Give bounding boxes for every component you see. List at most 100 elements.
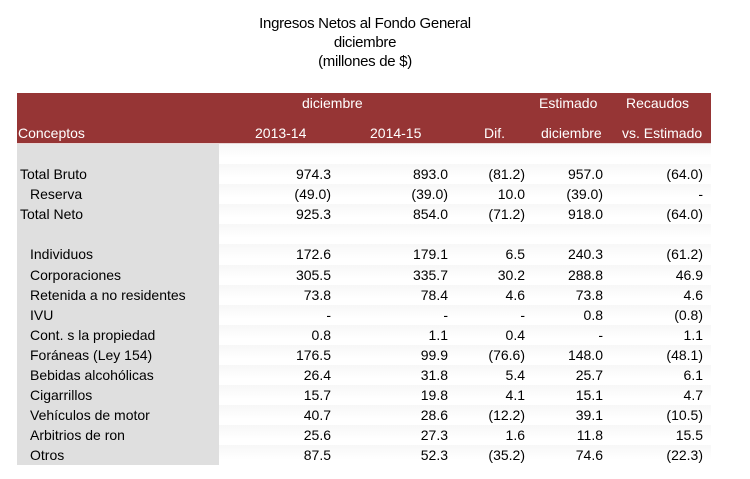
cell-col-4: 957.0 [567,166,603,183]
cell-col-3: 1.6 [505,427,525,444]
label-column-background [17,144,219,465]
cell-col-1: 974.3 [295,166,331,183]
row-label: Bebidas alcohólicas [30,367,154,384]
cell-col-2: 99.9 [420,346,448,363]
cell-col-1: 26.4 [303,367,331,384]
table-row: Vehículos de motor 40.7 28.6 (12.2) 39.1 (10.… [17,405,711,426]
table-row: IVU - - - 0.8 (0.8) [17,304,711,325]
cell-col-5: 46.9 [675,266,703,283]
title-units: (millones de $) [318,53,412,70]
cell-col-1: - [326,306,331,323]
table-row: Total Bruto 974.3 893.0 (81.2) 957.0 (64.0) [17,164,711,185]
cell-col-4: 11.8 [576,427,603,444]
cell-col-2: 28.6 [420,407,448,424]
table-row: Otros 87.5 52.3 (35.2) 74.6 (22.3) [17,445,711,466]
row-stripe [219,304,711,325]
cell-col-3: - [520,306,525,323]
cell-col-3: (76.6) [488,346,525,363]
header-estimado-mes: diciembre [541,125,602,141]
cell-col-3: 6.5 [505,246,525,263]
cell-col-1: 40.7 [303,407,331,424]
cell-col-2: 179.1 [412,246,448,263]
cell-col-4: 0.8 [583,306,603,323]
cell-col-1: 15.7 [303,387,331,404]
cell-col-3: 30.2 [497,266,525,283]
title-period: diciembre [333,34,397,51]
row-stripe [219,405,711,426]
row-label: Cont. s la propiedad [30,326,156,343]
row-stripe [219,224,711,245]
cell-col-4: 288.8 [567,266,603,283]
header-conceptos: Conceptos [18,125,85,141]
table-row: Cont. s la propiedad 0.8 1.1 0.4 - 1.1 [17,324,711,345]
table-row: Bebidas alcohólicas 26.4 31.8 5.4 25.7 6.1 [17,365,711,386]
row-label: Vehículos de motor [30,407,150,424]
cell-col-5: - [698,186,703,203]
cell-col-4: 73.8 [575,286,603,303]
table-row: Cigarrillos 15.7 19.8 4.1 15.1 4.7 [17,385,711,406]
table-row: Individuos 172.6 179.1 6.5 240.3 (61.2) [17,244,711,265]
cell-col-4: 148.0 [567,346,603,363]
cell-col-5: (48.1) [666,346,703,363]
cell-col-2: 854.0 [412,206,448,223]
row-label: Total Neto [20,206,84,223]
row-stripe [219,445,711,466]
cell-col-1: 305.5 [295,266,331,283]
header-band: diciembre Estimado Recaudos Conceptos 20… [17,93,711,143]
cell-col-4: 918.0 [567,206,603,223]
cell-col-3: 10.0 [497,186,525,203]
row-label: IVU [30,306,54,323]
cell-col-1: 25.6 [303,427,331,444]
cell-col-2: 1.1 [428,326,448,343]
row-stripe [219,184,711,205]
cell-col-4: 240.3 [567,246,603,263]
cell-col-3: 4.6 [505,286,525,303]
header-recaudos: Recaudos [626,95,690,111]
report-title: Ingresos Netos al Fondo General diciembr… [0,14,730,71]
cell-col-5: 6.1 [683,367,703,384]
cell-col-4: - [598,326,603,343]
cell-col-5: 4.7 [683,387,703,404]
cell-col-5: (10.5) [666,407,703,424]
cell-col-2: 27.3 [420,427,448,444]
row-stripe [219,144,711,165]
cell-col-5: (61.2) [666,246,703,263]
cell-col-2: (39.0) [411,186,448,203]
header-period: diciembre [302,95,363,111]
cell-col-2: - [443,306,448,323]
table-row-spacer [17,144,711,165]
table-row: Foráneas (Ley 154) 176.5 99.9 (76.6) 148.0 (4… [17,344,711,366]
header-year-2: 2014-15 [370,125,422,141]
header-dif: Dif. [484,125,505,141]
cell-col-2: 335.7 [412,266,448,283]
cell-col-5: 1.1 [683,326,703,343]
header-divider [17,143,711,144]
row-stripe [219,264,711,285]
cell-col-1: 0.8 [311,326,331,343]
table-row: Arbitrios de ron 25.6 27.3 1.6 11.8 15.5 [17,425,711,446]
row-stripe [219,284,711,305]
header-estimado: Estimado [539,95,598,111]
cell-col-4: 74.6 [575,447,603,464]
cell-col-3: 4.1 [505,387,525,404]
cell-col-2: 893.0 [412,166,448,183]
cell-col-4: 15.1 [575,387,603,404]
cell-col-5: (22.3) [666,447,703,464]
row-label: Arbitrios de ron [30,427,125,444]
row-stripe [219,164,711,185]
row-label: Cigarrillos [30,387,93,404]
row-stripe [219,385,711,406]
cell-col-3: (81.2) [488,166,525,183]
row-label: Foráneas (Ley 154) [30,346,153,363]
table-row: Corporaciones 305.5 335.7 30.2 288.8 46.9 [17,264,711,285]
row-label: Total Bruto [20,166,87,183]
header-year-1: 2013-14 [255,125,307,141]
cell-col-5: 4.6 [683,286,703,303]
cell-col-2: 78.4 [420,286,448,303]
cell-col-1: 87.5 [303,447,331,464]
cell-col-3: (12.2) [488,407,525,424]
table-row: Reserva (49.0) (39.0) 10.0 (39.0) - [17,184,711,205]
table-row: Retenida a no residentes 73.8 78.4 4.6 73.8 4… [17,284,711,305]
row-stripe [219,365,711,386]
row-stripe [219,344,711,366]
